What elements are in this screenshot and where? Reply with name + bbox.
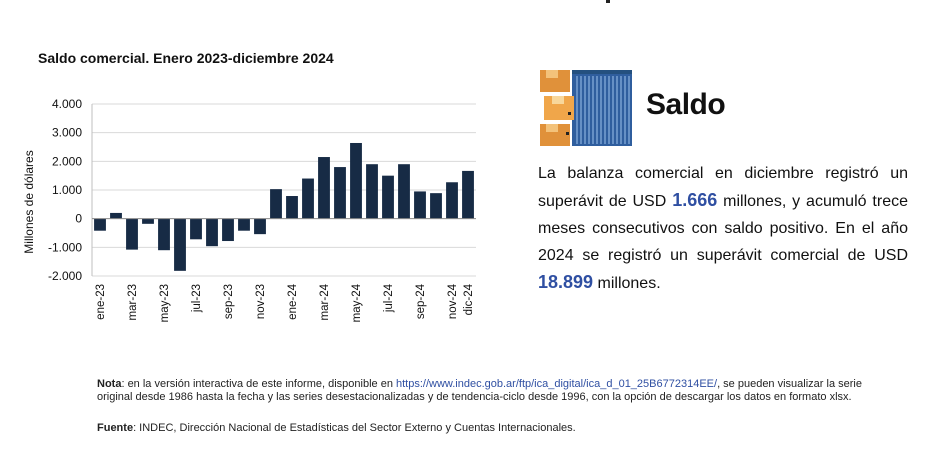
y-tick-label: 1.000 [52,183,82,197]
x-tick-label: nov-24 [447,283,459,319]
note-link[interactable]: https://www.indec.gob.ar/ftp/ica_digital… [396,378,718,390]
x-tick-label: ene-23 [95,284,107,320]
bar-oct-24 [430,193,442,219]
y-tick-label: 2.000 [52,154,82,168]
bar-jul-23 [190,218,202,240]
x-tick-label: mar-24 [319,283,331,320]
bar-ago-24 [398,164,410,219]
bar-feb-24 [302,178,314,219]
x-tick-label: nov-23 [255,284,267,319]
bar-abr-23 [142,218,154,224]
axis-layer: -2.000 -1.000 0 1.000 2.000 3.000 4.000 ene-23 m… [48,97,476,322]
x-tick-label: jul-23 [191,284,203,313]
bar-jun-23 [174,218,186,271]
note-paragraph: Nota: en la versión interactiva de este … [97,378,867,405]
x-tick-label: may-24 [351,283,363,322]
y-axis-label: Millones de dólares [22,150,36,253]
bar-layer [94,142,474,271]
x-tick-label: ene-24 [287,283,299,319]
grid-layer [92,103,476,277]
summary-text-2: millones, y acumuló trece meses consecut… [538,193,908,264]
summary-paragraph: La balanza comercial en diciembre regist… [538,160,908,297]
surplus-december-value: 1.666 [672,190,718,210]
y-tick-label: 4.000 [52,97,82,111]
bar-ene-24 [286,196,298,219]
y-tick-label: 0 [75,212,82,226]
saldo-title: Saldo [646,88,726,121]
bar-nov-23 [254,218,266,235]
bar-feb-23 [110,212,122,219]
bar-ene-23 [94,218,106,231]
bar-sep-24 [414,191,426,219]
bar-jul-24 [382,175,394,219]
x-tick-label: jul-24 [383,283,395,313]
bar-nov-24 [446,182,458,219]
surplus-2024-value: 18.899 [538,272,594,292]
x-tick-label: sep-24 [415,283,427,319]
source-label: Fuente [97,422,134,434]
summary-text-3: millones. [593,275,661,292]
bar-oct-23 [238,218,250,231]
bar-mar-24 [318,157,330,219]
bar-dic-23 [270,189,282,219]
bar-may-23 [158,218,170,251]
y-tick-label: -1.000 [48,240,82,254]
note-text-1: : en la versión interactiva de este info… [121,378,396,390]
summary-text-1: La balanza comercial en diciembre regist… [538,165,908,210]
note-text-2: , se pueden visualizar la serie original… [97,378,862,404]
bar-dic-24 [462,170,474,219]
top-mark [606,0,610,3]
bar-mar-23 [126,218,138,250]
y-tick-label: -2.000 [48,269,82,283]
x-tick-label: sep-23 [223,284,235,319]
note-label: Nota [97,378,122,390]
source-text: : INDEC, Dirección Nacional de Estadísti… [133,422,576,434]
bar-ago-23 [206,218,218,247]
x-tick-label: mar-23 [127,284,139,320]
x-tick-label: may-23 [159,284,171,322]
bar-may-24 [350,142,362,219]
y-tick-label: 3.000 [52,126,82,140]
shipping-containers-icon [538,68,633,148]
x-tick-label: dic-24 [463,283,475,315]
bar-jun-24 [366,164,378,219]
source-line: Fuente: INDEC, Dirección Nacional de Est… [97,422,576,434]
bar-abr-24 [334,167,346,219]
bar-sep-23 [222,218,234,242]
chart-title: Saldo comercial. Enero 2023-diciembre 20… [38,50,334,66]
